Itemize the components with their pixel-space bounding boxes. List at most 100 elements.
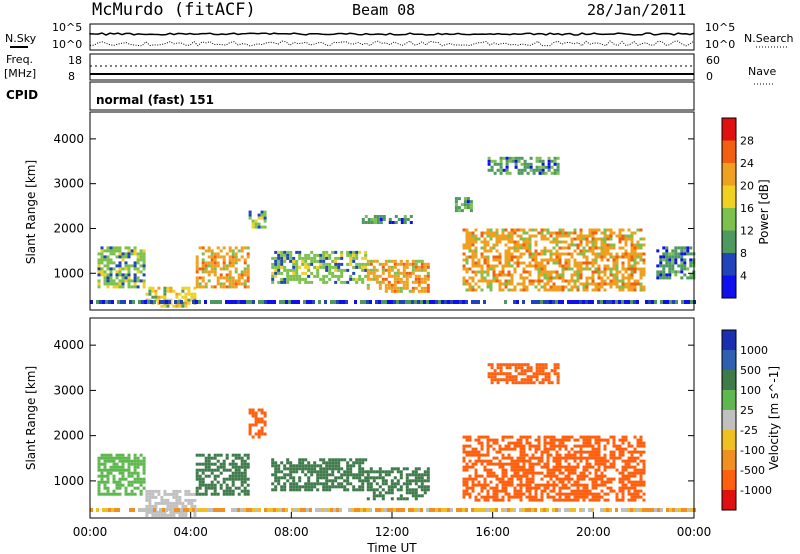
velocity-colorbar-tick: -25	[740, 424, 758, 437]
freq-tick-high: 18	[68, 54, 82, 67]
power-colorbar-segment	[722, 140, 736, 163]
echo-region	[97, 246, 146, 289]
echo-region	[248, 210, 267, 229]
velocity-colorbar-tick: 25	[740, 404, 754, 417]
freq-label: Freq.	[6, 53, 33, 66]
velocity-colorbar-tick: -100	[740, 444, 765, 457]
echo-region	[487, 156, 560, 175]
velocity-echoes	[90, 363, 696, 517]
velocity-colorbar-label: Velocity [m s^-1]	[767, 366, 781, 470]
velocity-colorbar-tick: 500	[740, 364, 761, 377]
time-xlabel: Time UT	[366, 541, 417, 554]
power-colorbar-tick: 28	[740, 135, 754, 148]
nsearch-tick-high: 10^5	[705, 21, 735, 34]
near-range-scatter	[90, 300, 696, 304]
nave-label: Nave	[748, 65, 776, 78]
y-tick-label: 2000	[53, 429, 84, 443]
freq-tick-low: 8	[68, 70, 75, 83]
cpid-value: normal (fast) 151	[96, 93, 214, 107]
power-panel: 1000 2000 3000 4000 Slant Range [km]	[24, 111, 696, 311]
x-tick-label: 16:00	[475, 525, 510, 539]
beam-title: Beam 08	[352, 1, 415, 19]
date-title: 28/Jan/2011	[587, 1, 686, 19]
velocity-colorbar-segment	[722, 410, 736, 430]
x-tick-label: 08:00	[274, 525, 309, 539]
nave-tick-low: 0	[706, 70, 713, 83]
echo-region	[656, 246, 696, 280]
power-colorbar-segment	[722, 208, 736, 231]
velocity-colorbar-tick: 100	[740, 384, 761, 397]
near-range-scatter	[90, 508, 696, 512]
y-tick-label: 4000	[53, 338, 84, 352]
site-title: McMurdo (fitACF)	[92, 0, 256, 20]
nave-tick-high: 60	[706, 54, 720, 67]
velocity-colorbar-tick: -500	[740, 464, 765, 477]
echo-region	[462, 435, 646, 502]
echo-region	[462, 228, 646, 292]
echo-region	[487, 363, 560, 385]
x-tick-label: 00:00	[73, 525, 108, 539]
nsky-label: N.Sky	[5, 32, 37, 45]
power-echoes	[90, 156, 696, 308]
echo-region	[195, 246, 250, 289]
velocity-panel: 1000 2000 3000 4000 Slant Range [km] 00:00 0…	[24, 317, 711, 554]
velocity-colorbar-tick: -1000	[740, 484, 772, 497]
power-colorbar-segment	[722, 163, 736, 186]
velocity-colorbar-segment	[722, 390, 736, 410]
y-tick-label: 3000	[53, 383, 84, 397]
power-colorbar-segment	[722, 253, 736, 276]
freq-unit: [MHz]	[4, 67, 36, 80]
power-colorbar-tick: 20	[740, 180, 754, 193]
velocity-colorbar-segment	[722, 470, 736, 490]
power-colorbar: 4 8 12 16 20 24 28	[721, 117, 754, 299]
echo-region	[97, 453, 146, 496]
echo-region	[248, 408, 267, 439]
x-tick-label: 04:00	[173, 525, 208, 539]
y-tick-label: 4000	[53, 132, 84, 146]
power-colorbar-tick: 12	[740, 225, 754, 238]
echo-region	[271, 250, 368, 284]
time-x-axis: 00:00 04:00 08:00 12:00 16:00 20:00 00:00	[73, 512, 711, 539]
echo-region	[145, 286, 197, 308]
power-y-axis: 1000 2000 3000 4000	[53, 132, 694, 280]
velocity-colorbar-segment	[722, 330, 736, 350]
velocity-colorbar-tick: 1000	[740, 344, 768, 357]
power-colorbar-tick: 16	[740, 202, 754, 215]
power-ylabel: Slant Range [km]	[24, 160, 38, 264]
x-tick-label: 12:00	[375, 525, 410, 539]
nsky-panel: N.Sky 10^5 10^0 10^5 10^0 N.Search	[5, 21, 794, 51]
power-colorbar-segment	[722, 230, 736, 253]
power-colorbar-segment	[722, 185, 736, 208]
y-tick-label: 2000	[53, 221, 84, 235]
echo-region	[454, 197, 473, 213]
x-tick-label: 20:00	[576, 525, 611, 539]
velocity-colorbar-segment	[722, 430, 736, 450]
velocity-colorbar-segment	[722, 370, 736, 390]
velocity-colorbar-frame	[721, 329, 737, 511]
echo-region	[145, 489, 197, 517]
echo-region	[271, 458, 368, 492]
velocity-colorbar-segment	[722, 490, 736, 510]
y-tick-label: 1000	[53, 474, 84, 488]
y-tick-label: 3000	[53, 177, 84, 191]
nsky-tick-high: 10^5	[52, 21, 82, 34]
power-colorbar-label: Power [dB]	[757, 179, 771, 244]
power-colorbar-segment	[722, 118, 736, 141]
power-colorbar-tick: 24	[740, 157, 754, 170]
power-colorbar-segment	[722, 275, 736, 298]
nsearch-trace	[89, 40, 695, 47]
nsearch-label: N.Search	[744, 32, 794, 45]
echo-region	[361, 215, 413, 224]
y-tick-label: 1000	[53, 266, 84, 280]
velocity-colorbar-segment	[722, 450, 736, 470]
echo-region	[195, 453, 250, 496]
velocity-ylabel: Slant Range [km]	[24, 366, 38, 470]
cpid-label: CPID	[6, 88, 38, 102]
power-colorbar-frame	[721, 117, 737, 299]
freq-panel: Freq. [MHz] 18 8 60 0 Nave	[4, 53, 776, 85]
echo-region	[366, 467, 430, 501]
echo-region	[366, 259, 430, 293]
velocity-colorbar: 1000 500 100 25 -25 -100 -500 -1000	[721, 329, 772, 511]
nsky-tick-low: 10^0	[52, 38, 82, 51]
